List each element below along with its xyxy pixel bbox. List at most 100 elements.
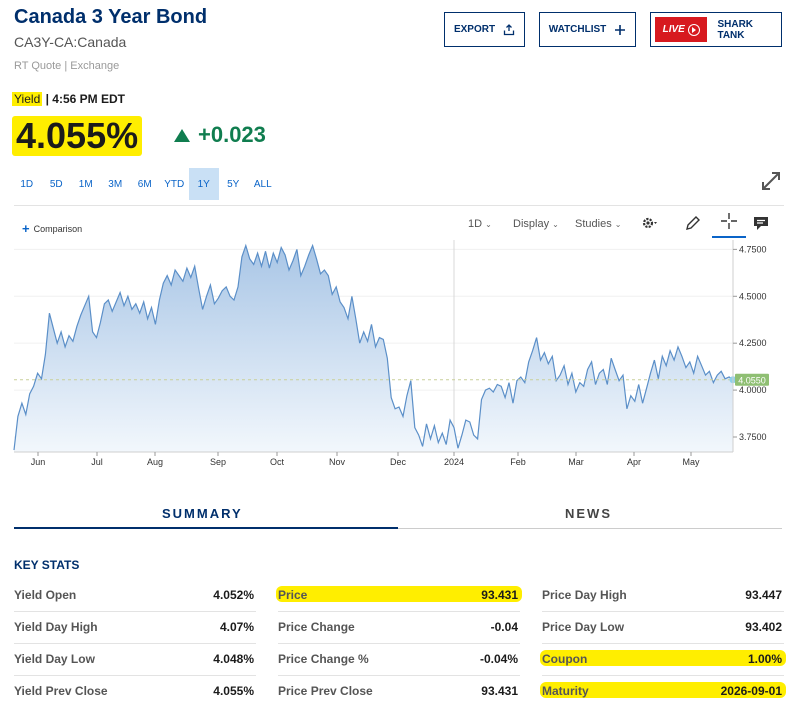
stat-label: Yield Day High bbox=[14, 620, 98, 634]
quote-time: | 4:56 PM EDT bbox=[45, 92, 125, 106]
shark-tank-label: SHARK TANK bbox=[717, 18, 754, 41]
stat-label: Maturity bbox=[542, 684, 589, 698]
x-tick-label: Feb bbox=[510, 457, 526, 467]
stat-value: 4.055% bbox=[213, 684, 254, 698]
up-triangle-icon bbox=[174, 128, 190, 142]
x-tick-label: Oct bbox=[270, 457, 285, 467]
x-tick-label: Aug bbox=[147, 457, 163, 467]
x-tick-label: May bbox=[682, 457, 700, 467]
stat-row: Yield Open 4.052% bbox=[14, 580, 256, 612]
watchlist-label: WATCHLIST bbox=[548, 24, 607, 35]
chart-toolbar: + Comparison 1D ⌄ Display ⌄ Studies ⌄ bbox=[14, 205, 784, 238]
range-selector: 1D 5D 1M 3M 6M YTD 1Y 5Y ALL bbox=[12, 168, 278, 200]
stat-label: Price Change % bbox=[278, 652, 369, 666]
y-tick-label: 4.0000 bbox=[739, 385, 767, 395]
stat-value: 1.00% bbox=[747, 652, 782, 666]
stat-row: Price Day High 93.447 bbox=[542, 580, 784, 612]
x-tick-label: Apr bbox=[627, 457, 641, 467]
yield-chart[interactable]: 4.7500 4.5000 4.2500 4.0000 3.7500 Jun Jul Aug S… bbox=[0, 238, 790, 473]
yield-label: Yield bbox=[12, 92, 43, 106]
content-tabs: SUMMARY NEWS bbox=[14, 496, 782, 530]
page-title: Canada 3 Year Bond bbox=[14, 6, 208, 28]
range-6m[interactable]: 6M bbox=[137, 178, 152, 190]
key-stats-title: KEY STATS bbox=[14, 558, 80, 572]
plus-icon: + bbox=[22, 221, 30, 236]
range-all[interactable]: ALL bbox=[253, 178, 272, 190]
stat-value: -0.04% bbox=[479, 652, 518, 666]
comment-icon[interactable] bbox=[752, 214, 770, 232]
crosshair-button[interactable] bbox=[712, 206, 746, 238]
shark-tank-button[interactable]: LIVE SHARK TANK bbox=[650, 12, 782, 47]
range-3m[interactable]: 3M bbox=[108, 178, 123, 190]
rt-quote-label: RT Quote | Exchange bbox=[14, 60, 120, 72]
yield-time-line: Yield | 4:56 PM EDT bbox=[12, 92, 125, 106]
comparison-button[interactable]: + Comparison bbox=[22, 221, 82, 236]
range-1y[interactable]: 1Y bbox=[189, 168, 219, 200]
stat-label: Coupon bbox=[542, 652, 588, 666]
range-5d[interactable]: 5D bbox=[49, 178, 63, 190]
stat-label: Price Prev Close bbox=[278, 684, 373, 698]
studies-dropdown[interactable]: Studies ⌄ bbox=[575, 218, 621, 230]
range-5y[interactable]: 5Y bbox=[227, 178, 240, 190]
stat-label: Price Day Low bbox=[542, 620, 625, 634]
stat-value: 2026-09-01 bbox=[720, 684, 782, 698]
comparison-label: Comparison bbox=[33, 223, 83, 234]
export-button[interactable]: EXPORT bbox=[444, 12, 525, 47]
stat-label: Price bbox=[278, 588, 308, 602]
last-value-label: 4.0550 bbox=[738, 375, 766, 385]
stats-column-bond: Price Day High 93.447 Price Day Low 93.402… bbox=[540, 580, 786, 707]
tab-summary[interactable]: SUMMARY bbox=[162, 506, 243, 521]
y-tick-label: 4.7500 bbox=[739, 244, 767, 254]
export-label: EXPORT bbox=[453, 24, 496, 35]
range-1d[interactable]: 1D bbox=[20, 178, 34, 190]
stat-row: Price Change -0.04 bbox=[278, 612, 520, 644]
y-tick-label: 3.7500 bbox=[739, 432, 767, 442]
stat-label: Yield Open bbox=[14, 588, 77, 602]
range-ytd[interactable]: YTD bbox=[164, 178, 185, 190]
expand-icon[interactable] bbox=[760, 170, 782, 192]
x-tick-label: Mar bbox=[568, 457, 584, 467]
stat-label: Yield Day Low bbox=[14, 652, 95, 666]
stat-value: -0.04 bbox=[490, 620, 518, 634]
stat-value: 93.431 bbox=[481, 588, 518, 602]
stat-row: Yield Day Low 4.048% bbox=[14, 644, 256, 676]
y-tick-label: 4.5000 bbox=[739, 291, 767, 301]
x-tick-label: Sep bbox=[210, 457, 226, 467]
yield-change: +0.023 bbox=[174, 122, 266, 148]
gear-icon[interactable] bbox=[640, 214, 658, 232]
tab-news[interactable]: NEWS bbox=[565, 506, 612, 521]
stat-row: Price Change % -0.04% bbox=[278, 644, 520, 676]
yield-change-value: +0.023 bbox=[198, 122, 266, 147]
stat-label: Price Change bbox=[278, 620, 355, 634]
stat-value: 4.07% bbox=[219, 620, 254, 634]
plus-icon bbox=[615, 24, 626, 35]
stat-row: Coupon 1.00% bbox=[540, 644, 786, 676]
stat-row: Price Day Low 93.402 bbox=[542, 612, 784, 644]
play-circle-icon bbox=[687, 23, 700, 36]
chevron-down-icon: ⌄ bbox=[614, 219, 622, 229]
stats-column-price: Price 93.431 Price Change -0.04 Price Chan… bbox=[276, 580, 522, 707]
area-fill bbox=[14, 245, 733, 452]
stat-row: Yield Prev Close 4.055% bbox=[14, 676, 256, 707]
studies-label: Studies bbox=[575, 218, 612, 230]
yield-value: 4.055% bbox=[12, 116, 143, 156]
stat-row: Price Prev Close 93.431 bbox=[278, 676, 520, 707]
stat-value: 93.431 bbox=[481, 684, 518, 698]
pencil-icon[interactable] bbox=[684, 214, 702, 232]
y-tick-label: 4.2500 bbox=[739, 338, 767, 348]
x-tick-label: 2024 bbox=[444, 457, 464, 467]
interval-dropdown[interactable]: 1D ⌄ bbox=[468, 218, 492, 230]
x-tick-label: Jun bbox=[31, 457, 46, 467]
chevron-down-icon: ⌄ bbox=[552, 219, 559, 229]
stat-label: Yield Prev Close bbox=[14, 684, 108, 698]
crosshair-icon bbox=[721, 213, 737, 229]
stats-column-yield: Yield Open 4.052% Yield Day High 4.07% Yie… bbox=[14, 580, 256, 707]
x-tick-label: Jul bbox=[91, 457, 103, 467]
display-dropdown[interactable]: Display ⌄ bbox=[513, 218, 559, 230]
watchlist-button[interactable]: WATCHLIST bbox=[539, 12, 636, 47]
stat-value: 4.048% bbox=[213, 652, 254, 666]
live-label: LIVE bbox=[662, 24, 685, 35]
interval-label: 1D bbox=[468, 218, 483, 230]
range-1m[interactable]: 1M bbox=[78, 178, 93, 190]
live-badge: LIVE bbox=[655, 17, 708, 42]
